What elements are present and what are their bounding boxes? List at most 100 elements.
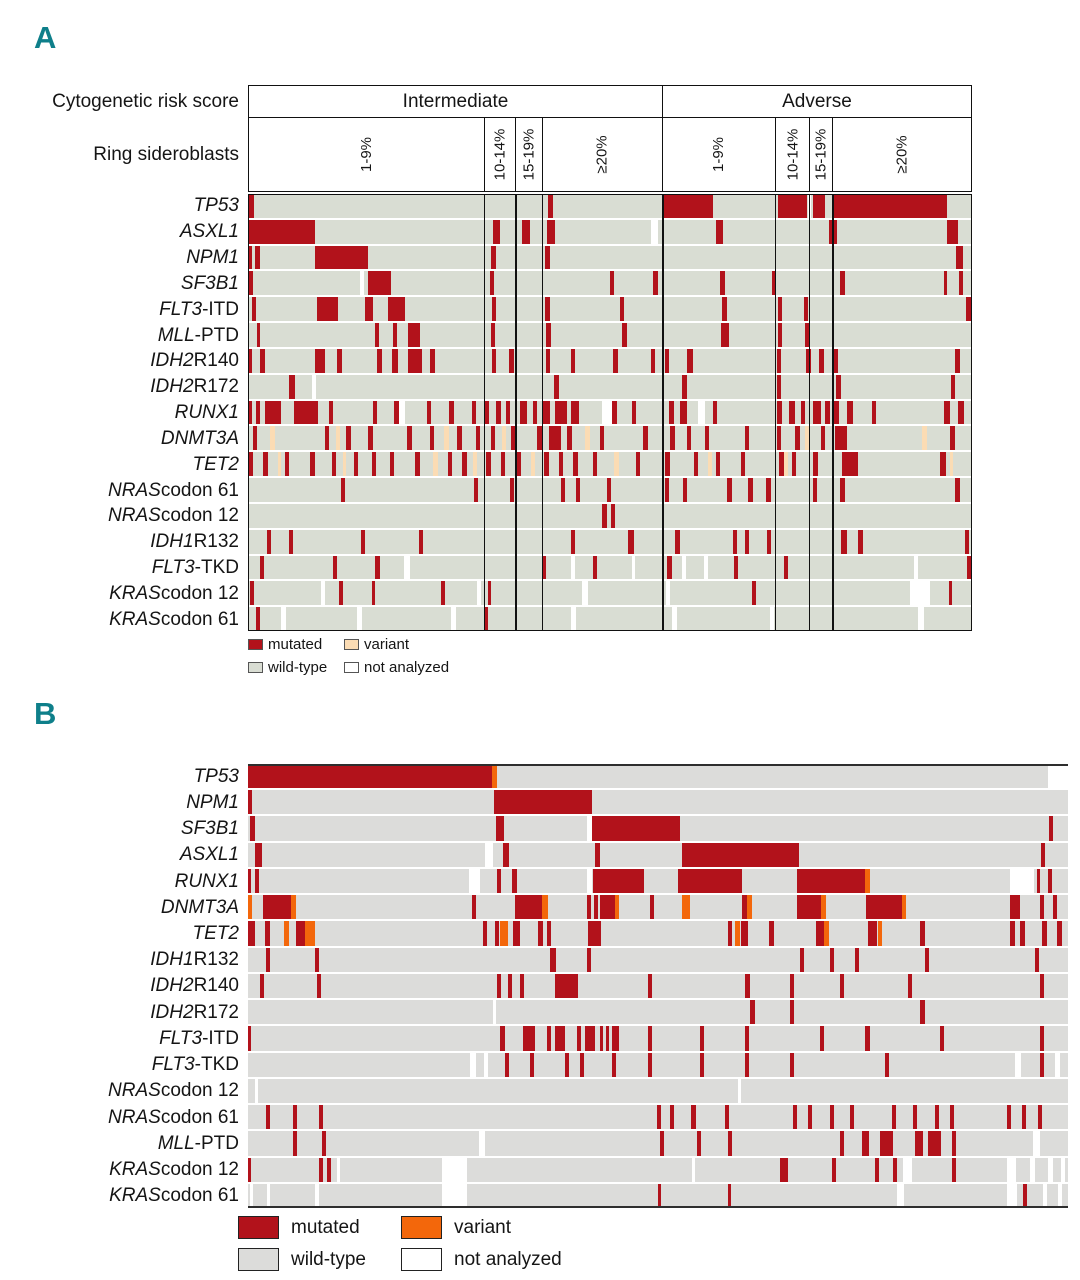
mutated-cell xyxy=(586,895,591,920)
mutated-cell xyxy=(544,245,550,270)
not-analyzed-cell xyxy=(470,1052,476,1077)
mutated-cell xyxy=(830,1105,835,1130)
mutated-cell xyxy=(1019,921,1025,946)
mutated-cell xyxy=(375,555,380,580)
mutated-cell xyxy=(333,555,338,580)
gene-label: IDH2 R140 xyxy=(28,349,248,373)
gene-symbol: IDH2 xyxy=(150,376,194,398)
mutated-cell xyxy=(316,973,321,999)
not-analyzed-cell xyxy=(903,1157,913,1182)
gene-symbol: IDH2 xyxy=(150,975,194,997)
mutated-cell xyxy=(476,426,481,451)
mutated-cell xyxy=(801,400,806,425)
mutated-cell xyxy=(284,452,290,477)
mutated-cell xyxy=(1057,921,1063,946)
mutated-cell xyxy=(315,348,326,373)
mutated-cell xyxy=(473,478,479,502)
mutated-cell xyxy=(554,1026,565,1051)
legend-label: mutated xyxy=(291,1216,360,1238)
mutated-cell xyxy=(636,452,641,477)
legend-label: wild-type xyxy=(268,659,328,676)
variant-cell xyxy=(335,426,340,451)
gene-symbol: TP53 xyxy=(193,195,239,217)
mutated-cell xyxy=(665,478,670,502)
mutated-cell xyxy=(842,452,858,477)
mutated-cell xyxy=(510,478,515,502)
mutated-cell xyxy=(777,374,781,399)
variant-cell xyxy=(922,426,928,451)
mutated-cell xyxy=(1009,895,1021,920)
mutated-cell xyxy=(331,452,337,477)
mutated-cell xyxy=(491,245,496,270)
not-analyzed-cell xyxy=(918,607,925,632)
mutated-cell xyxy=(602,503,608,528)
gene-track xyxy=(248,503,972,528)
not-analyzed-cell xyxy=(651,219,658,244)
gene-label: IDH1 R132 xyxy=(28,948,248,972)
variant-cell xyxy=(585,426,591,451)
mutated-cell xyxy=(605,1026,609,1051)
mutated-cell xyxy=(576,1026,581,1051)
mutated-cell xyxy=(667,555,672,580)
not-analyzed-cell xyxy=(1054,1052,1060,1077)
oncoprint-row: TET2 xyxy=(28,921,1068,946)
gene-suffix: -ITD xyxy=(202,298,239,320)
gene-suffix: codon 12 xyxy=(160,505,239,527)
mutated-cell xyxy=(586,947,591,972)
mutated-cell xyxy=(622,323,627,347)
mutated-cell xyxy=(658,1183,662,1208)
mutated-cell xyxy=(665,452,671,477)
mutated-cell xyxy=(832,194,947,218)
mutated-cell xyxy=(1049,816,1054,841)
mutated-cell xyxy=(727,921,732,946)
mutated-cell xyxy=(699,1052,704,1077)
gene-track xyxy=(248,764,1068,789)
sideroblast-category: 15-19% xyxy=(809,118,832,191)
mutated-cell xyxy=(250,816,256,841)
oncoprint-row: FLT3 -ITD xyxy=(28,297,972,322)
mutated-cell xyxy=(492,219,500,244)
legend-b: mutated variant wild-type not analyzed xyxy=(238,1216,562,1271)
oncoprint-row: ASXL1 xyxy=(28,842,1068,867)
mutated-cell xyxy=(520,400,527,425)
gene-label: KRAS codon 12 xyxy=(28,1158,248,1182)
mutated-cell xyxy=(368,271,391,296)
mutated-cell xyxy=(253,426,257,451)
not-analyzed-cell xyxy=(1014,1052,1022,1077)
mutated-cell xyxy=(819,348,824,373)
not-analyzed-cell xyxy=(442,1157,467,1182)
variant-cell xyxy=(502,426,507,451)
mutated-cell xyxy=(677,868,742,894)
gene-symbol: SF3B1 xyxy=(180,818,239,840)
mutated-cell xyxy=(510,426,516,451)
mutated-cell xyxy=(1040,1052,1045,1077)
mutated-cell xyxy=(628,529,634,554)
oncoprint-row: SF3B1 xyxy=(28,271,972,296)
mutated-cell xyxy=(255,400,261,425)
oncoprint-row: NPM1 xyxy=(28,790,1068,815)
not-analyzed-cell xyxy=(281,607,286,632)
mutated-cell xyxy=(447,452,453,477)
not-analyzed-cell xyxy=(570,555,575,580)
mutated-cell xyxy=(319,1157,324,1182)
gene-suffix: R140 xyxy=(193,975,239,997)
mutated-cell xyxy=(620,297,625,322)
sideroblast-category-label: 15-19% xyxy=(520,128,538,181)
mutated-cell xyxy=(260,973,265,999)
mutated-cell xyxy=(720,323,730,347)
mutated-cell xyxy=(293,400,318,425)
oncoprint-row: NRAS codon 12 xyxy=(28,503,972,528)
gene-symbol: SF3B1 xyxy=(180,272,239,294)
not-analyzed-cell xyxy=(581,581,589,606)
mutated-cell xyxy=(262,895,291,920)
gene-track xyxy=(248,297,972,322)
mutated-cell xyxy=(813,194,826,218)
mutated-cell xyxy=(686,426,692,451)
mutated-cell xyxy=(649,895,654,920)
mutated-cell xyxy=(697,1131,702,1156)
mutated-cell xyxy=(864,1026,870,1051)
oncoprint-row: RUNX1 xyxy=(28,868,1068,894)
legend-swatch xyxy=(344,639,359,650)
mutated-cell xyxy=(406,426,412,451)
mutated-cell xyxy=(255,607,260,632)
